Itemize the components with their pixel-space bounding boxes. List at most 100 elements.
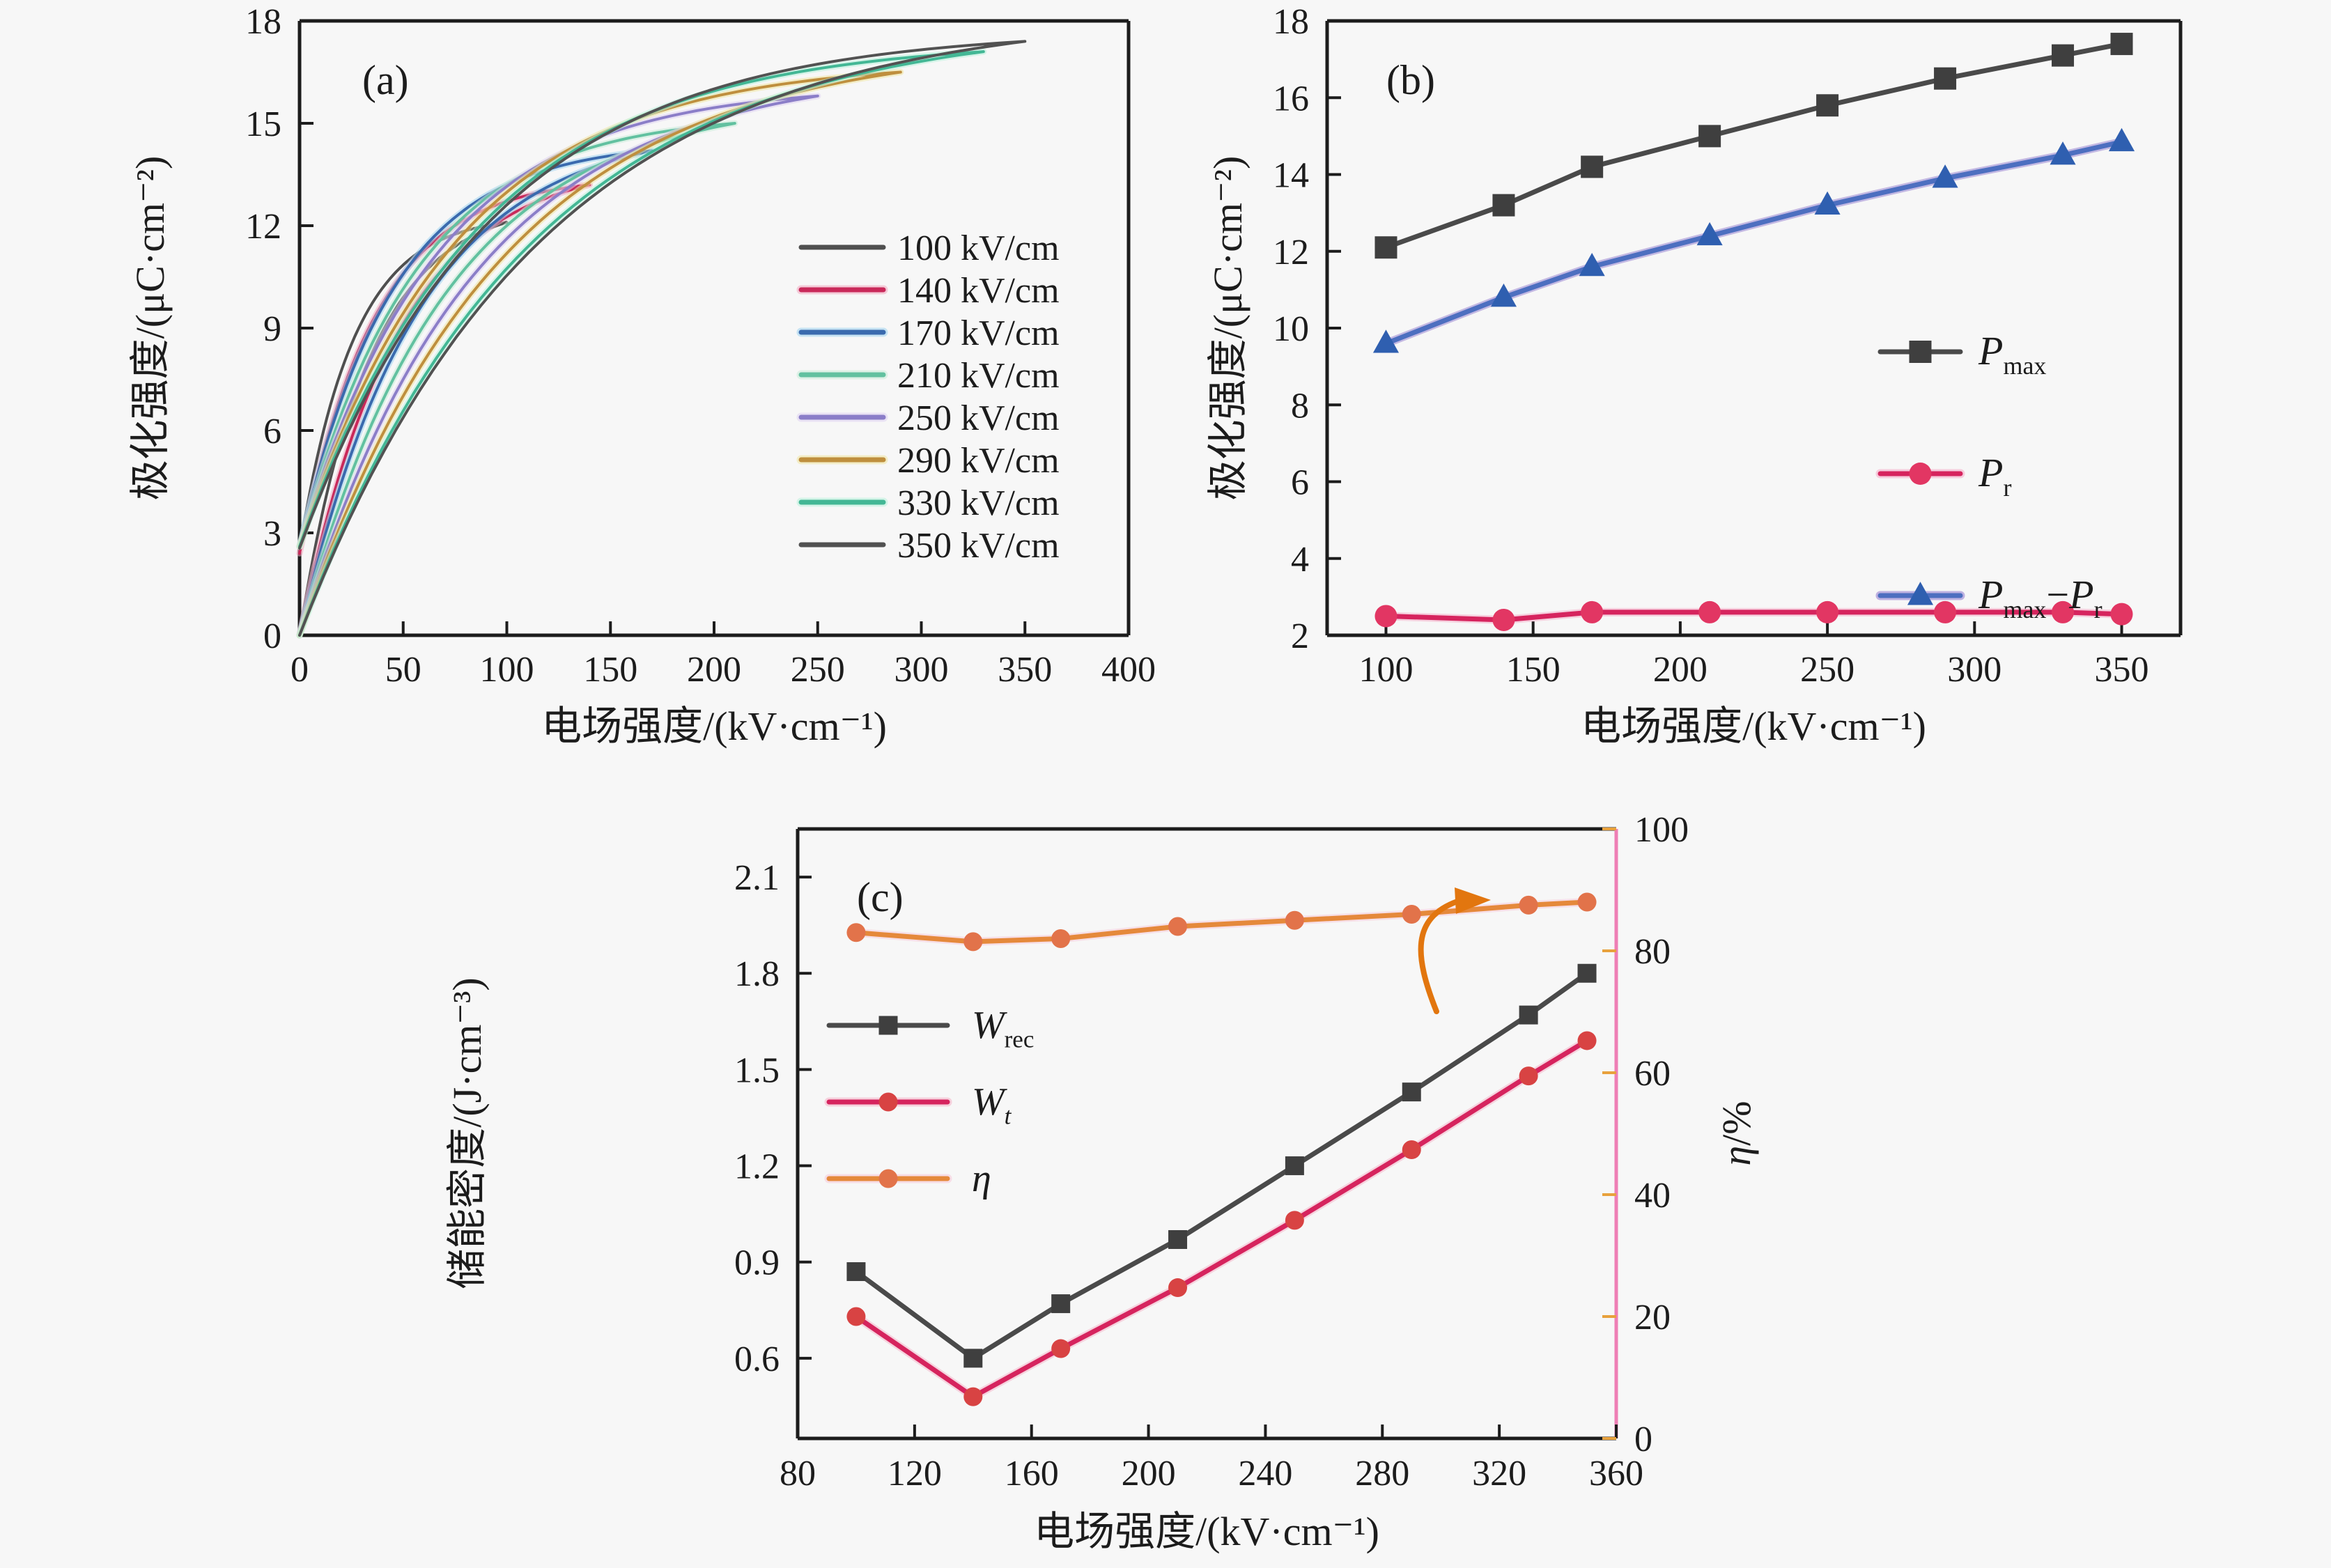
x-tick-label: 160 (1005, 1454, 1059, 1493)
x-tick-label: 250 (1800, 650, 1854, 690)
marker-circle (1285, 910, 1304, 930)
marker-triangle (1490, 284, 1517, 307)
legend-label: 350 kV/cm (897, 526, 1060, 566)
legend-label: 100 kV/cm (897, 228, 1060, 268)
marker-circle (1168, 917, 1188, 936)
marker-circle (846, 1307, 866, 1326)
marker-circle (846, 923, 866, 942)
x-tick-label: 280 (1355, 1454, 1409, 1493)
marker-square (1581, 155, 1604, 178)
y-tick-label: 16 (1273, 79, 1309, 118)
legend-label: 290 kV/cm (897, 441, 1060, 481)
loop-210kVcm (298, 122, 736, 637)
loop-290kVcm (298, 70, 902, 637)
marker-circle (1285, 1211, 1304, 1230)
chart-c: 80 120 160 200 240 280 320 3600.60.91.21.51.82.… (444, 810, 1759, 1554)
loop-250kVcm (298, 94, 819, 637)
series-line-2 (853, 899, 1590, 945)
y2-tick-label: 40 (1634, 1176, 1671, 1216)
marker-circle (1816, 600, 1839, 623)
y-axis-title-a: 极化强度/(μC·cm⁻²) (127, 156, 173, 501)
legend-label: 250 kV/cm (897, 398, 1060, 438)
y-tick-label: 0.9 (734, 1243, 780, 1283)
marker-square (1402, 1082, 1421, 1102)
y-tick-label: 15 (245, 104, 281, 144)
marker-circle (1934, 600, 1957, 623)
y2-axis-title: η/% (1714, 1101, 1759, 1165)
x-tick-label: 80 (780, 1454, 816, 1493)
y-tick-label: 0 (263, 616, 281, 656)
marker-circle (1577, 1031, 1597, 1050)
y-tick-label: 6 (263, 412, 281, 451)
marker-circle (2052, 600, 2075, 623)
marker-circle (1492, 608, 1515, 631)
marker-circle (1698, 600, 1721, 623)
x-tick-label: 150 (583, 650, 637, 690)
marker-square (1492, 194, 1515, 217)
y2-tick-label: 20 (1634, 1298, 1671, 1337)
marker-square (1698, 125, 1721, 148)
legend-label: 330 kV/cm (897, 483, 1060, 523)
series-group-a (296, 40, 1027, 639)
x-tick-label: 200 (1653, 650, 1707, 690)
panel-letter-a: (a) (362, 57, 409, 103)
panel-letter-c: (c) (857, 874, 904, 920)
y-tick-label: 10 (1273, 309, 1309, 349)
marker-triangle (1696, 222, 1723, 246)
y-tick-label: 6 (1291, 463, 1309, 503)
marker-square (846, 1262, 866, 1282)
y-tick-label: 4 (1291, 540, 1309, 580)
marker-circle (2110, 603, 2133, 626)
marker-triangle (1907, 582, 1934, 605)
series-group-b (1372, 33, 2135, 631)
x-tick-label: 120 (888, 1454, 942, 1493)
y-tick-label: 12 (245, 207, 281, 247)
legend-label: 140 kV/cm (897, 271, 1060, 311)
x-tick-label: 50 (385, 650, 421, 690)
marker-square (1577, 963, 1597, 983)
x-tick-label: 200 (687, 650, 741, 690)
marker-square (1816, 94, 1839, 117)
x-tick-label: 350 (2095, 650, 2149, 690)
marker-square (1519, 1005, 1538, 1025)
x-axis-title-b: 电场强度/(kV·cm⁻¹) (1581, 704, 1926, 749)
marker-circle (1519, 1066, 1538, 1086)
marker-circle (1519, 895, 1538, 915)
marker-triangle (1814, 191, 1841, 215)
legend-label: Pmax (1978, 328, 2046, 380)
axes-a: 0 50 100 150 200 250 300 350 400 0 3 6 9 12 15 18 (245, 2, 1156, 690)
legend-label: Wrec (972, 1004, 1034, 1053)
legend-label: 210 kV/cm (897, 356, 1060, 396)
y2-tick-label: 0 (1634, 1420, 1652, 1459)
x-tick-label: 0 (291, 650, 309, 690)
y2-tick-label: 100 (1634, 810, 1689, 850)
x-tick-label: 150 (1506, 650, 1561, 690)
marker-circle (1909, 463, 1932, 485)
marker-square (1909, 341, 1932, 363)
legend-label: Pmax−Pr (1978, 572, 2102, 623)
marker-circle (878, 1169, 898, 1188)
marker-circle (1051, 1339, 1071, 1358)
legend-label: Pr (1978, 450, 2011, 502)
marker-triangle (1932, 164, 1958, 188)
marker-triangle (1579, 252, 1605, 277)
chart-a: 0 50 100 150 200 250 300 350 400 0 3 6 9 12 15 18 电场强度/(… (127, 2, 1156, 749)
y-axis-title-b: 极化强度/(μC·cm⁻²) (1205, 156, 1250, 501)
marker-circle (963, 1387, 983, 1406)
y-tick-label: 12 (1273, 233, 1309, 272)
marker-circle (1402, 1140, 1421, 1160)
series-halo-2 (1381, 137, 2126, 348)
series-line-1 (853, 1038, 1590, 1399)
marker-circle (1168, 1278, 1188, 1298)
marker-circle (963, 932, 983, 952)
x-tick-label: 350 (998, 650, 1052, 690)
loop-350kVcm (298, 40, 1027, 637)
marker-square (1168, 1229, 1188, 1249)
y-tick-label: 18 (245, 2, 281, 42)
x-axis-title-a: 电场强度/(kV·cm⁻¹) (541, 704, 887, 749)
marker-circle (1402, 905, 1421, 924)
marker-square (2052, 44, 2075, 67)
marker-square (1934, 67, 1957, 90)
